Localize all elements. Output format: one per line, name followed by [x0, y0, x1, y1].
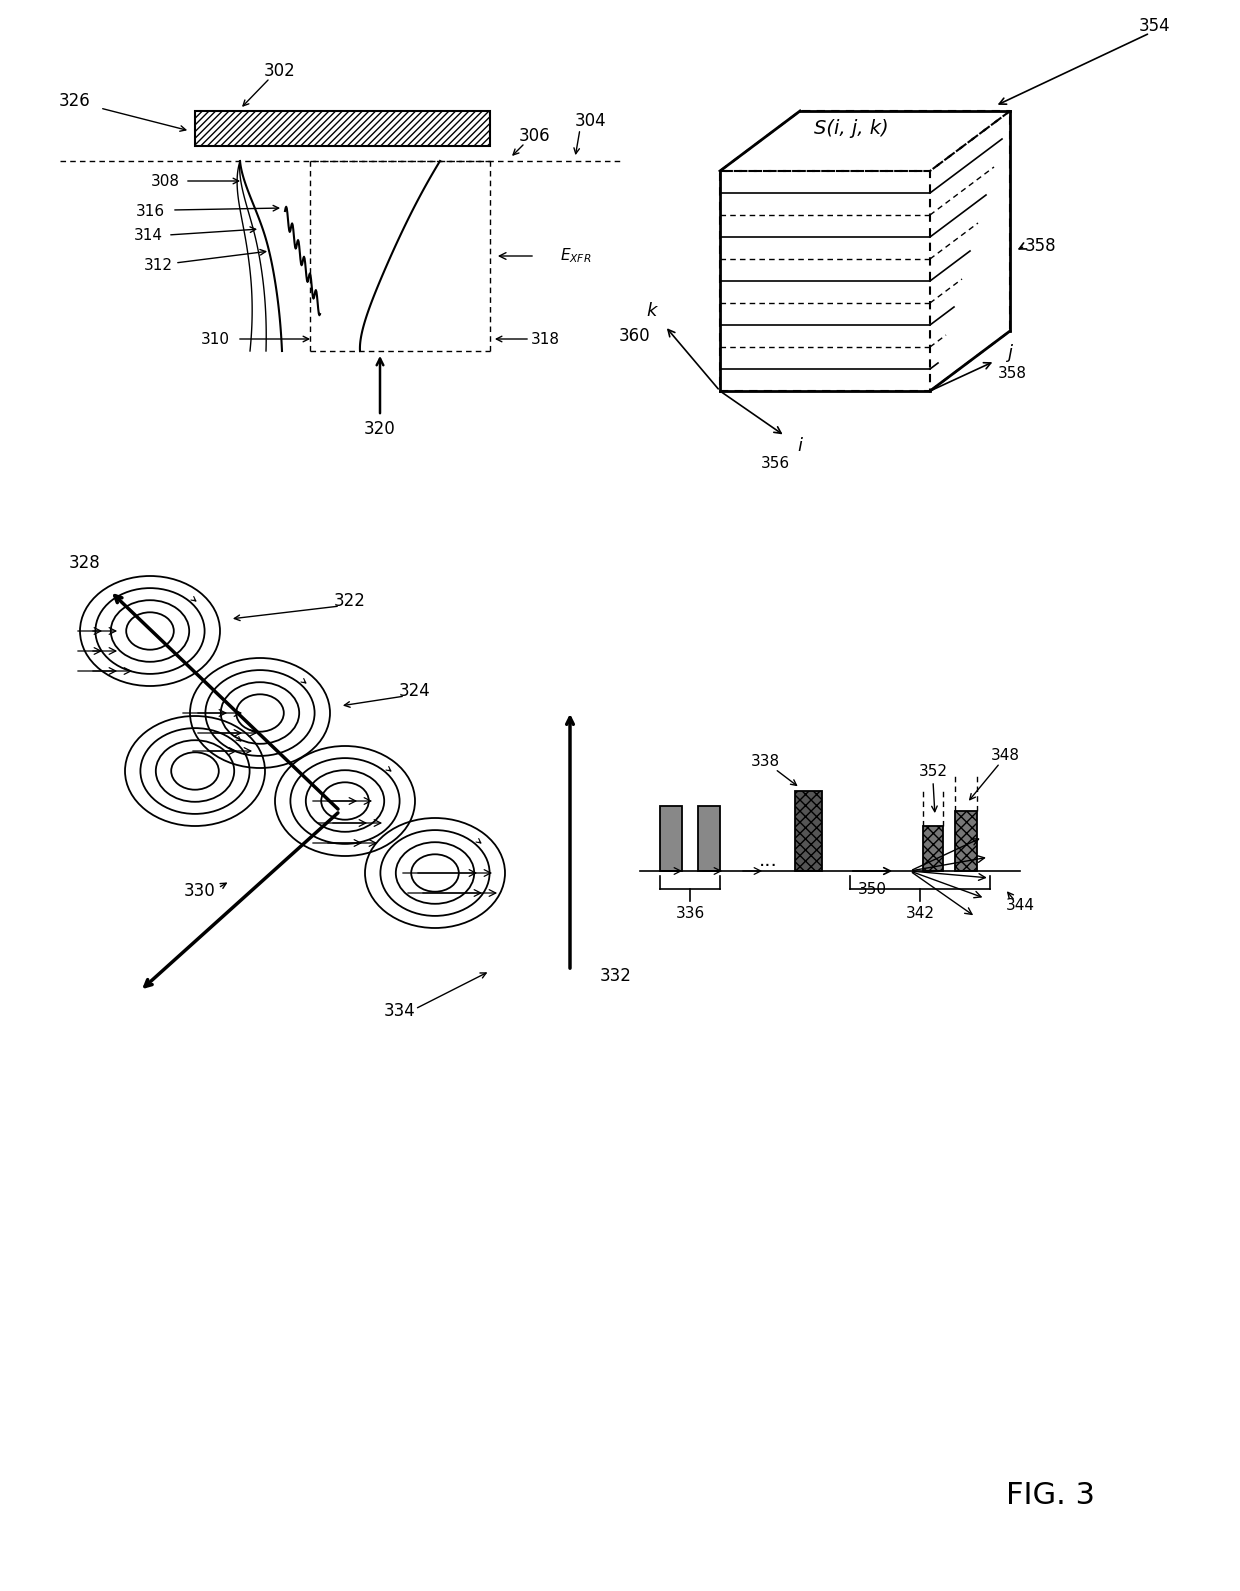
Text: 338: 338 [750, 754, 780, 768]
Bar [195, 111, 490, 146]
Text: 314: 314 [134, 229, 162, 243]
Bar [955, 811, 977, 870]
Bar [923, 826, 942, 870]
Text: 326: 326 [60, 92, 91, 110]
Text: 316: 316 [135, 204, 165, 218]
Text: 358: 358 [997, 366, 1027, 380]
Text: 318: 318 [531, 331, 559, 347]
Text: 360: 360 [619, 328, 651, 345]
Text: 342: 342 [905, 907, 935, 921]
Text: 350: 350 [858, 881, 887, 896]
Text: 332: 332 [600, 967, 632, 985]
Text: 324: 324 [399, 683, 430, 700]
Text: 352: 352 [919, 764, 947, 778]
Text: j: j [1007, 344, 1013, 363]
Text: $E_{XFR}$: $E_{XFR}$ [560, 247, 591, 266]
Text: 348: 348 [991, 748, 1019, 764]
Text: 344: 344 [1006, 899, 1034, 913]
Text: 330: 330 [184, 881, 216, 901]
Bar [698, 807, 720, 870]
Text: 302: 302 [264, 62, 296, 80]
Text: 358: 358 [1024, 237, 1055, 255]
Text: 320: 320 [365, 420, 396, 438]
Text: 328: 328 [69, 554, 100, 573]
Text: 322: 322 [334, 592, 366, 609]
Text: S(i, j, k): S(i, j, k) [813, 119, 888, 138]
Text: 308: 308 [150, 173, 180, 188]
Text: 306: 306 [520, 127, 551, 145]
Text: 356: 356 [760, 455, 790, 471]
Text: i: i [797, 438, 802, 455]
Bar [795, 791, 822, 870]
Bar [660, 807, 682, 870]
Text: 354: 354 [1140, 18, 1171, 35]
Text: 312: 312 [144, 258, 172, 274]
Bar [195, 111, 490, 146]
Text: FIG. 3: FIG. 3 [1006, 1481, 1095, 1510]
Text: k: k [647, 302, 657, 320]
Text: 334: 334 [384, 1002, 415, 1020]
Text: 336: 336 [676, 907, 704, 921]
Text: 304: 304 [574, 111, 606, 130]
Text: ...: ... [759, 851, 777, 870]
Text: 310: 310 [201, 331, 229, 347]
